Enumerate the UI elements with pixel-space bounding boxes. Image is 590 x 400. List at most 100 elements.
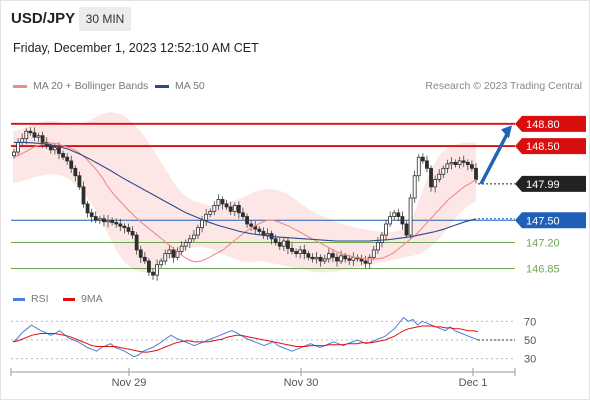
candle-body (298, 249, 303, 255)
level-tag-bg (515, 138, 586, 155)
candle-body (286, 240, 290, 249)
candle-body (245, 216, 249, 225)
candle-body (465, 161, 470, 166)
candle-body (433, 179, 438, 188)
candle-body (470, 164, 474, 169)
candle-body (159, 260, 164, 266)
candle-body (437, 173, 442, 180)
rsi-ma-line (12, 325, 479, 353)
legend-bollinger-label: MA 20 + Bollinger Bands (33, 80, 149, 92)
candle-body (306, 253, 311, 258)
candle-body (273, 238, 278, 243)
candle-body (151, 271, 155, 276)
candle-body (208, 210, 213, 215)
candle-body (126, 227, 131, 232)
candle-body (339, 255, 343, 262)
candle-body (28, 130, 33, 134)
candle-body (359, 258, 364, 262)
candle-body (384, 223, 388, 236)
legend-ma50-label: MA 50 (175, 80, 205, 92)
candle-body (388, 216, 393, 225)
candle-body (310, 256, 315, 260)
ma20-swatch (13, 84, 27, 88)
candle-body (114, 222, 119, 225)
level-tag-bg (515, 175, 586, 192)
legend-rsi-ma-label: 9MA (81, 293, 103, 305)
rsi-tick-30: 30 (524, 354, 536, 366)
candle-body (163, 253, 168, 262)
candle-body (204, 213, 209, 221)
rsi-tick-70: 70 (524, 316, 536, 328)
candle-body (363, 260, 368, 264)
candle-body (457, 160, 462, 166)
candle-body (232, 205, 237, 212)
candle-body (24, 130, 29, 140)
candle-body (48, 145, 53, 151)
candle-body (375, 242, 380, 251)
candle-body (20, 138, 25, 143)
x-axis-label: Nov 29 (112, 377, 147, 389)
rsi-line (12, 316, 479, 358)
legend-rsi-ma: 9MA (63, 293, 103, 305)
level-label-147.20: 147.20 (526, 238, 560, 250)
candle-body (420, 156, 425, 162)
candle-body (425, 160, 429, 169)
candle-body (200, 219, 204, 229)
candle-body (118, 223, 123, 227)
candle-body (347, 258, 352, 261)
candle-body (281, 240, 286, 247)
ma50-line (14, 141, 477, 242)
projection-arrow-head (501, 125, 512, 139)
candle-body (220, 199, 225, 205)
candle-body (265, 233, 270, 236)
candle-body (408, 197, 413, 236)
candle-body (445, 163, 450, 169)
timeframe-button[interactable]: 30 MIN (79, 7, 131, 31)
candle-body (93, 216, 98, 221)
candle-body (294, 250, 299, 255)
candle-body (236, 205, 241, 214)
candle-body (449, 161, 454, 165)
candle-body (191, 234, 196, 240)
candle-body (412, 175, 417, 199)
candle-body (441, 167, 446, 175)
candle-body (335, 256, 339, 262)
level-tag-bg (515, 115, 586, 132)
ma50-swatch (155, 84, 169, 88)
candle-body (249, 223, 254, 227)
credit-label: Research © 2023 Trading Central (425, 80, 582, 92)
candle-body (404, 223, 409, 236)
candle-body (371, 249, 376, 258)
candle-body (110, 219, 115, 223)
candle-body (261, 230, 266, 236)
candle-body (179, 245, 184, 252)
candle-body (290, 248, 294, 252)
candle-body (65, 156, 70, 162)
candle-body (380, 234, 384, 243)
level-tag-text: 147.50 (526, 215, 560, 227)
candle-body (52, 147, 57, 151)
legend-rsi-label: RSI (31, 293, 49, 305)
level-label-146.85: 146.85 (526, 263, 560, 275)
candle-body (228, 206, 233, 212)
projection-arrow-shaft (479, 131, 510, 185)
level-tag-text: 147.99 (526, 179, 560, 191)
candle-body (400, 216, 405, 225)
candle-body (138, 249, 143, 258)
candle-body (474, 167, 478, 180)
level-tag-text: 148.80 (526, 119, 560, 131)
candle-body (122, 225, 127, 229)
candle-body (212, 205, 217, 212)
candle-body (167, 249, 172, 255)
candle-body (102, 218, 106, 223)
candle-body (85, 203, 90, 214)
symbol-title: USD/JPY (11, 10, 76, 27)
candle-body (77, 175, 82, 188)
level-tag-bg (515, 212, 586, 229)
candle-body (57, 147, 61, 154)
candle-body (134, 234, 139, 251)
datetime-label: Friday, December 1, 2023 12:52:10 AM CET (13, 41, 259, 55)
candle-body (187, 238, 192, 243)
candle-body (351, 256, 356, 261)
